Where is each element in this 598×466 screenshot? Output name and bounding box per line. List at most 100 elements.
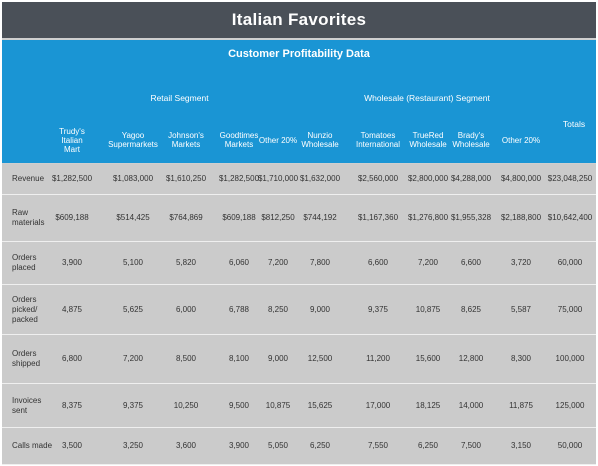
- column-header: Trudy's Italian Mart: [59, 126, 85, 154]
- table-cell: 3,600: [175, 441, 197, 450]
- table-cell: 15,625: [307, 400, 333, 410]
- table-cell: 3,900: [61, 258, 83, 267]
- table-cell: 50,000: [557, 441, 583, 450]
- table-cell: $812,250: [261, 213, 295, 222]
- table-cell: 8,100: [228, 354, 250, 363]
- table-cell: 18,125: [415, 400, 441, 410]
- table-cell: 7,200: [122, 354, 144, 363]
- table-cell: $1,276,800: [407, 213, 449, 222]
- table-cell: $1,282,500: [218, 174, 260, 183]
- table-cell: 6,800: [61, 354, 83, 363]
- table-row: Orders shipped 6,800 7,200 8,500 8,100 9,000 1…: [2, 335, 596, 384]
- table-cell: $2,560,000: [357, 174, 399, 183]
- table-cell: 9,000: [267, 354, 289, 363]
- table-cell: 3,150: [510, 441, 532, 450]
- table-cell: 6,600: [460, 258, 482, 267]
- table-cell: $514,425: [116, 213, 150, 222]
- table-row: Revenue $1,282,500 $1,083,000 $1,610,250 $1,…: [2, 164, 596, 195]
- table-row: Calls made 3,500 3,250 3,600 3,900 5,050 6,250…: [2, 428, 596, 465]
- table-cell: 3,720: [510, 258, 532, 267]
- table-cell: 3,250: [122, 441, 144, 450]
- row-label: Calls made: [12, 441, 53, 450]
- table-cell: $23,048,250: [547, 174, 593, 183]
- table-cell: 9,375: [122, 400, 144, 410]
- table-cell: $1,083,000: [112, 174, 154, 183]
- table-cell: 6,250: [309, 441, 331, 450]
- table-cell: 11,200: [366, 354, 390, 363]
- table-cell: $1,282,500: [51, 174, 93, 183]
- column-header: Brady's Wholesale: [452, 131, 490, 149]
- table-cell: $764,869: [169, 213, 203, 222]
- row-label: Raw materials: [12, 208, 45, 227]
- table-cell: 100,000: [555, 354, 585, 363]
- table-cell: 5,050: [267, 441, 289, 450]
- table-cell: 17,000: [365, 400, 391, 410]
- segment-wholesale: Wholesale (Restaurant) Segment: [364, 93, 490, 103]
- table-cell: 10,250: [173, 400, 199, 410]
- table-cell: $744,192: [303, 213, 337, 222]
- table-header: Customer Profitability Data Retail Segme…: [2, 40, 596, 163]
- table-cell: $2,188,800: [500, 213, 542, 222]
- column-header: Goodtimes Markets: [219, 131, 259, 149]
- table-cell: 5,587: [510, 304, 532, 314]
- table-cell: 8,625: [460, 304, 482, 314]
- column-header: Other 20%: [501, 135, 541, 145]
- table-cell: 6,060: [228, 258, 250, 267]
- table-cell: $4,288,000: [450, 174, 492, 183]
- table-cell: 125,000: [555, 400, 585, 410]
- table-cell: 9,375: [367, 304, 389, 314]
- table-cell: $1,632,000: [299, 174, 341, 183]
- row-label: Orders picked/ packed: [12, 294, 38, 324]
- table-row: Invoices sent 8,375 9,375 10,250 9,500 10,875…: [2, 384, 596, 428]
- table-cell: $1,167,360: [357, 213, 399, 222]
- table-cell: 9,000: [309, 304, 331, 314]
- column-header: Tomatoes International: [355, 131, 401, 149]
- row-label: Orders placed: [12, 253, 37, 272]
- table-cell: 7,200: [267, 258, 289, 267]
- table-cell: 5,625: [122, 304, 144, 314]
- table-cell: 4,875: [61, 304, 83, 314]
- table-cell: $1,610,250: [165, 174, 207, 183]
- table-row: Orders picked/ packed 4,875 5,625 6,000 6,78…: [2, 285, 596, 335]
- table-cell: 75,000: [557, 304, 583, 314]
- table-row: Orders placed 3,900 5,100 5,820 6,060 7,200 7,…: [2, 242, 596, 285]
- row-label: Invoices sent: [12, 395, 42, 415]
- table-cell: 8,250: [267, 304, 289, 314]
- table-cell: 14,000: [458, 400, 484, 410]
- row-label: Orders shipped: [12, 349, 41, 368]
- table-cell: $1,955,328: [450, 213, 492, 222]
- table-cell: $4,800,000: [500, 174, 542, 183]
- table-cell: 5,100: [122, 258, 144, 267]
- table-cell: $2,800,000: [407, 174, 449, 183]
- table-cell: 11,875: [509, 400, 533, 410]
- table-cell: 60,000: [557, 258, 583, 267]
- table-cell: 15,600: [415, 354, 441, 363]
- segment-totals: Totals: [562, 119, 586, 129]
- table-cell: $10,642,400: [547, 213, 593, 222]
- table-cell: 9,500: [228, 400, 250, 410]
- table-cell: 12,500: [307, 354, 333, 363]
- table-cell: 6,000: [175, 304, 197, 314]
- table-cell: 8,300: [510, 354, 532, 363]
- column-header: Yagoo Supermarkets: [108, 131, 158, 149]
- table-cell: 7,500: [460, 441, 482, 450]
- page-title: Italian Favorites: [2, 2, 596, 38]
- table-cell: 10,875: [265, 400, 291, 410]
- table-cell: 3,900: [228, 441, 250, 450]
- table-cell: 3,500: [61, 441, 83, 450]
- table-cell: 6,600: [367, 258, 389, 267]
- table-cell: $609,188: [55, 213, 89, 222]
- column-header: TrueRed Wholesale: [409, 131, 447, 149]
- table-cell: 8,375: [61, 400, 83, 410]
- table-cell: 7,200: [417, 258, 439, 267]
- column-header: Johnson's Markets: [168, 131, 204, 149]
- table-cell: 8,500: [175, 354, 197, 363]
- table-cell: 10,875: [415, 304, 441, 314]
- table-cell: 7,800: [309, 258, 331, 267]
- table-cell: 5,820: [175, 258, 197, 267]
- table-cell: 6,250: [417, 441, 439, 450]
- table-subtitle: Customer Profitability Data: [228, 48, 370, 60]
- table-row: Raw materials $609,188 $514,425 $764,869 $60…: [2, 195, 596, 242]
- table-cell: $609,188: [222, 213, 256, 222]
